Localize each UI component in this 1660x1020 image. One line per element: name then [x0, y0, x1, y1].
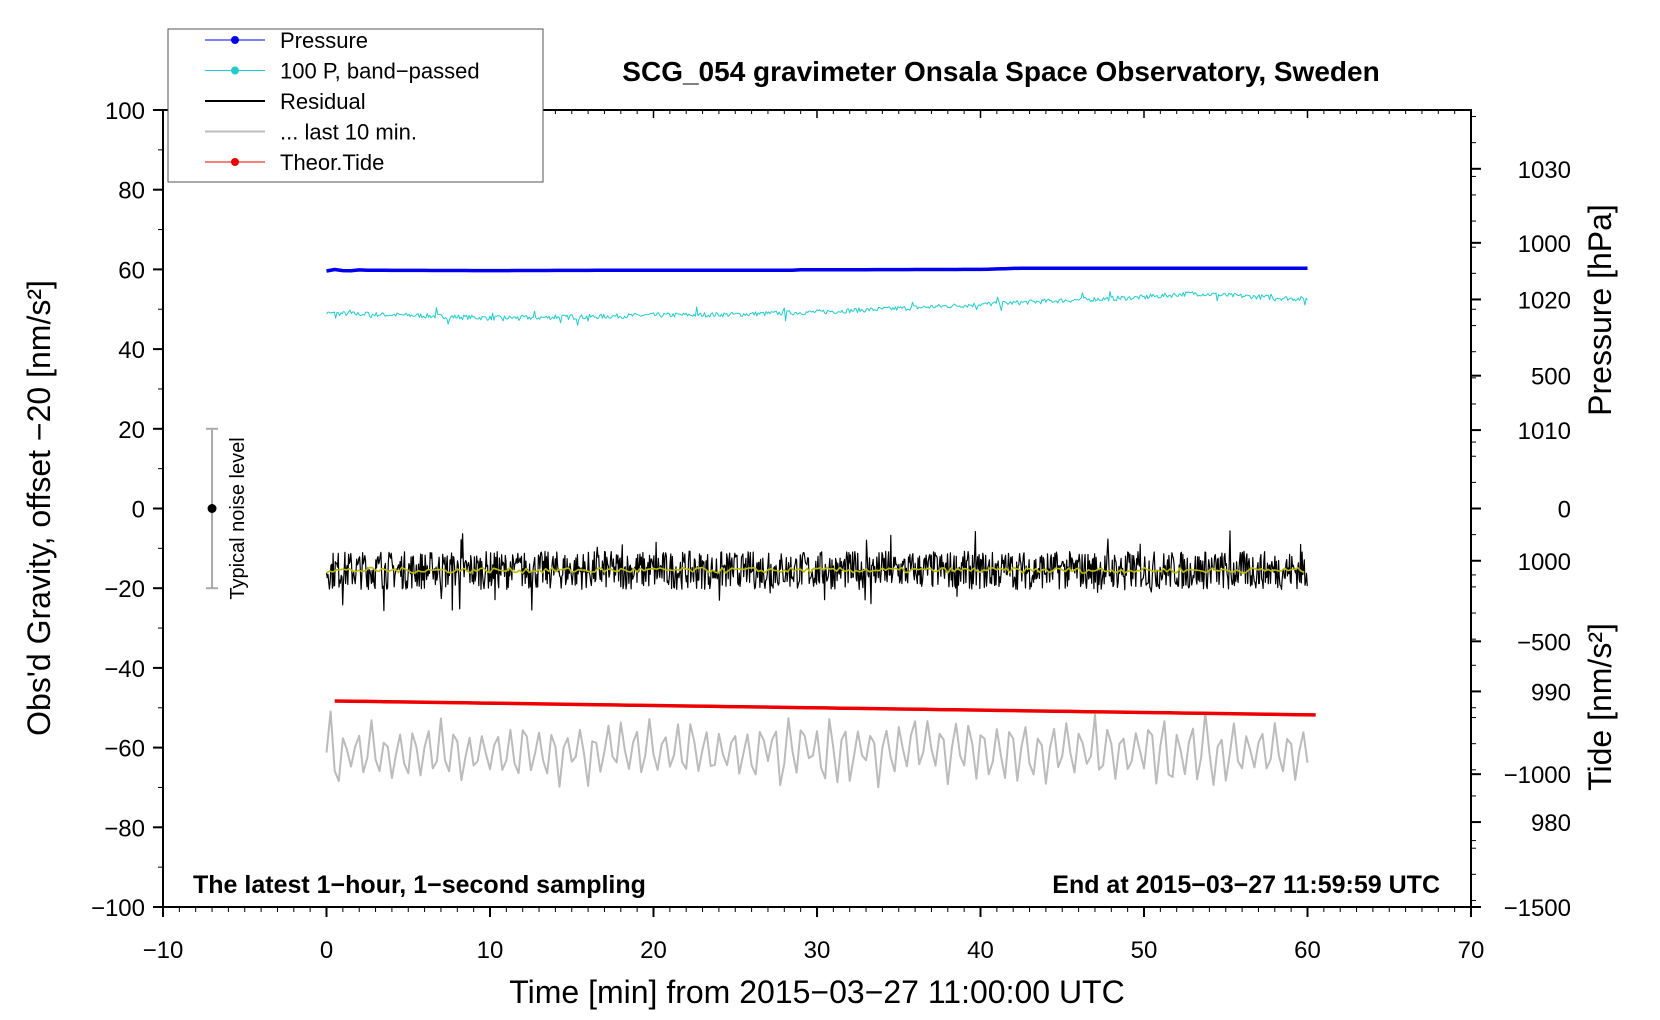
x-tick-label: 70	[1458, 937, 1485, 964]
y-tick-label: 20	[118, 417, 145, 444]
noise-bar-center-dot	[208, 504, 217, 513]
y-tick-label: −100	[91, 895, 145, 922]
y-tick-label: 40	[118, 337, 145, 364]
noise-bar-label: Typical noise level	[227, 437, 249, 599]
y-tick-label: −60	[104, 736, 145, 763]
legend-label-last-10-min: ... last 10 min.	[280, 120, 417, 145]
y-tick-label: −20	[104, 576, 145, 603]
y-tick-label: −40	[104, 656, 145, 683]
y-tick-label: 100	[105, 98, 145, 125]
legend-marker-band-passed	[231, 67, 239, 75]
y-tick-label: 0	[132, 497, 145, 524]
pressure-tick-label: 990	[1531, 679, 1571, 706]
y-tick-label: 80	[118, 178, 145, 205]
x-tick-label: 0	[320, 937, 333, 964]
pressure-tick-label: 980	[1531, 810, 1571, 837]
pressure-tick-label: 1020	[1518, 287, 1571, 314]
x-axis-title: Time [min] from 2015−03−27 11:00:00 UTC	[509, 974, 1124, 1010]
chart-title: SCG_054 gravimeter Onsala Space Observat…	[622, 56, 1379, 87]
x-tick-label: 60	[1294, 937, 1321, 964]
x-tick-label: 20	[640, 937, 667, 964]
legend-marker-theor-tide	[231, 158, 239, 166]
noise-bar: Typical noise level	[206, 429, 249, 600]
y-tick-label: −80	[104, 815, 145, 842]
y-axis-title-pressure: Pressure [hPa]	[1582, 204, 1618, 416]
tide-tick-label: −500	[1517, 629, 1571, 656]
legend: Pressure 100 P, band−passed Residual ...…	[168, 28, 543, 182]
legend-label-band-passed: 100 P, band−passed	[280, 59, 480, 84]
pressure-tick-label: 1000	[1518, 549, 1571, 576]
tide-tick-label: −1000	[1504, 762, 1571, 789]
tide-tick-label: 0	[1558, 497, 1571, 524]
tide-tick-label: 1000	[1518, 231, 1571, 258]
gravimeter-chart: −10 0 10 20 30 40 50 60 70100806040200−20−40−60−…	[0, 0, 1660, 1020]
tide-tick-label: −1500	[1504, 895, 1571, 922]
pressure-tick-label: 1010	[1518, 418, 1571, 445]
x-tick-label: 10	[477, 937, 504, 964]
pressure-tick-label: 1030	[1518, 157, 1571, 184]
x-tick-label: 30	[804, 937, 831, 964]
tide-tick-label: 500	[1531, 364, 1571, 391]
annotation-right: End at 2015−03−27 11:59:59 UTC	[1052, 871, 1440, 899]
legend-label-pressure: Pressure	[280, 28, 368, 53]
y-axis-title-left: Obs'd Gravity, offset −20 [nm/s²]	[21, 280, 57, 736]
legend-label-theor-tide: Theor.Tide	[280, 150, 384, 175]
y-tick-label: 60	[118, 257, 145, 284]
legend-label-residual: Residual	[280, 89, 366, 114]
y-axis-title-tide: Tide [nm/s²]	[1582, 623, 1618, 791]
x-tick-label: −10	[143, 937, 184, 964]
x-tick-label: 40	[967, 937, 994, 964]
legend-marker-pressure	[231, 36, 239, 44]
x-tick-label: 50	[1131, 937, 1158, 964]
annotation-left: The latest 1−hour, 1−second sampling	[193, 871, 646, 899]
